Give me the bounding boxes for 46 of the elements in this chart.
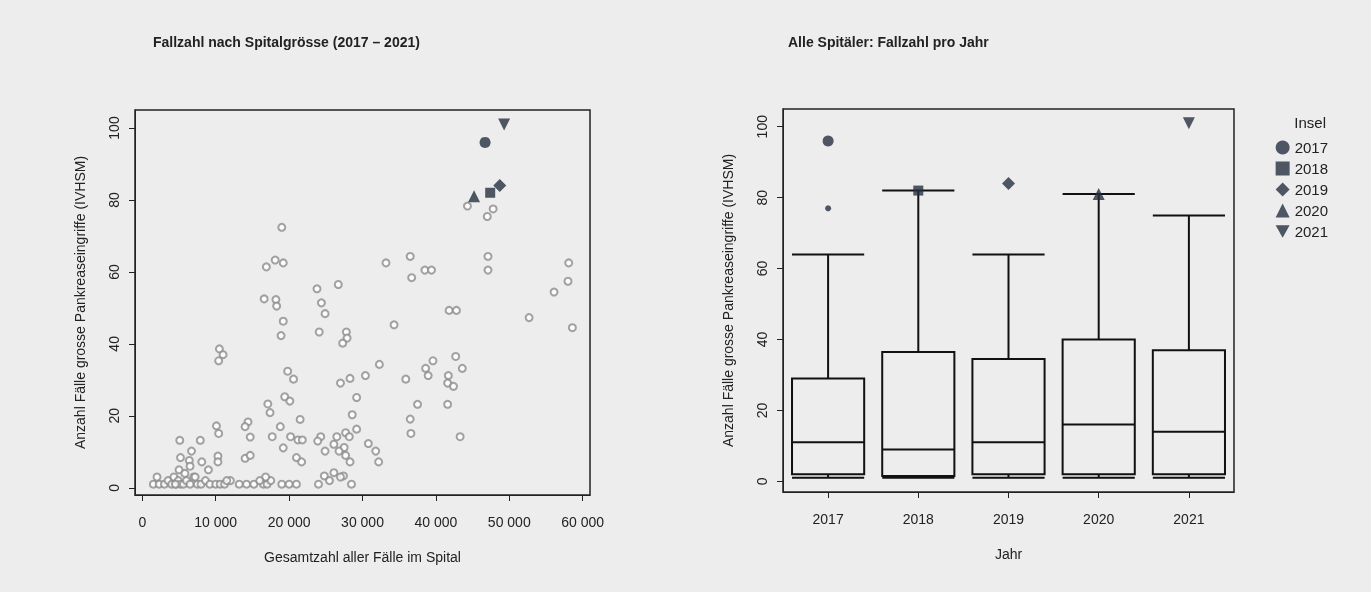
chart-title: Alle Spitäler: Fallzahl pro Jahr	[788, 34, 990, 50]
point	[913, 185, 924, 196]
y-tick-label: 40	[754, 331, 770, 348]
y-tick-label: 100	[754, 114, 770, 139]
x-tick-label: 40 000	[414, 514, 458, 530]
y-tick-label: 100	[106, 116, 122, 140]
y-tick-label: 0	[754, 477, 770, 486]
x-tick-label: 10 000	[194, 514, 238, 530]
point	[822, 135, 834, 147]
x-tick-label: 30 000	[341, 514, 385, 530]
point	[1092, 188, 1105, 201]
y-axis-title: Anzahl Fälle grosse Pankreaseingriffe (IVHSM)	[720, 153, 736, 448]
legend-label: 2020	[1294, 202, 1329, 219]
y-tick-label: 60	[754, 260, 770, 277]
y-axis-title: Anzahl Fälle grosse Pankreaseingriffe (IVHSM)	[72, 155, 88, 450]
legend-label: 2017	[1294, 139, 1329, 156]
x-tick-label: 2020	[1083, 511, 1115, 527]
point	[479, 136, 491, 148]
y-tick-label: 40	[106, 335, 122, 352]
point	[493, 179, 507, 193]
chart-title: Fallzahl nach Spitalgrösse (2017 – 2021)	[153, 34, 420, 50]
y-tick-label: 20	[106, 407, 122, 424]
point	[485, 187, 496, 198]
legend-label: 2019	[1294, 181, 1329, 198]
x-tick-label: 0	[138, 514, 147, 530]
legend-label: 2018	[1294, 160, 1329, 177]
x-axis-title: Jahr	[994, 546, 1023, 562]
y-tick-label: 80	[754, 189, 770, 206]
y-tick-label: 0	[106, 483, 122, 492]
y-tick-label: 60	[106, 263, 122, 280]
x-tick-label: 2019	[992, 511, 1025, 527]
point	[498, 118, 511, 131]
point	[1002, 176, 1015, 190]
point	[468, 190, 481, 203]
x-axis-title: Gesamtzahl aller Fälle im Spital	[264, 549, 461, 565]
x-tick-label: 2018	[902, 511, 935, 527]
x-tick-label: 50 000	[487, 514, 531, 530]
x-tick-label: 2021	[1173, 511, 1205, 527]
point	[1182, 117, 1195, 130]
x-tick-label: 20 000	[267, 514, 311, 530]
y-tick-label: 80	[106, 191, 122, 208]
x-tick-label: 60 000	[561, 514, 605, 530]
y-tick-label: 20	[754, 402, 770, 419]
legend-title: Insel	[1294, 114, 1326, 131]
legend-label: 2021	[1294, 223, 1329, 240]
x-tick-label: 2017	[812, 511, 844, 527]
